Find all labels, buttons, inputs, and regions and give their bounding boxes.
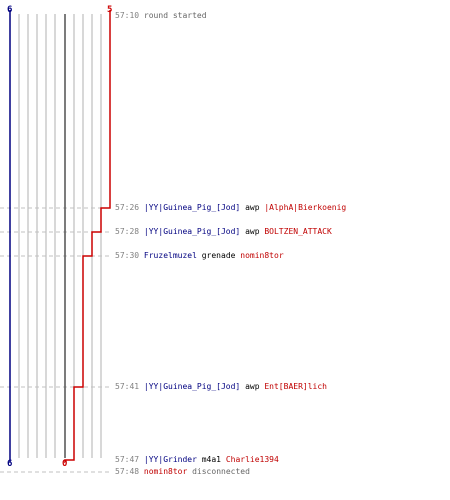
victim-name: |AlphA|Bierkoenig: [264, 203, 347, 212]
killer-name: |YY|Guinea_Pig_[Jod]: [143, 203, 241, 212]
victim-name: BOLTZEN_ATTACK: [264, 227, 332, 236]
event-time: 57:48: [115, 467, 140, 476]
red-team-line: [64, 10, 111, 462]
event-time: 57:41: [115, 382, 140, 391]
killer-name: Fruzelmuzel: [143, 251, 197, 260]
disconnect-text: disconnected: [192, 467, 250, 476]
grid-lines: [18, 14, 102, 458]
blue-count-bottom: 6: [7, 459, 13, 469]
weapon-name: grenade: [201, 251, 236, 260]
weapon-name: m4a1: [201, 455, 221, 464]
round-start-row: 57:10 round started: [115, 11, 207, 21]
event-time: 57:47: [115, 455, 140, 464]
kill-event-row: 57:41 |YY|Guinea_Pig_[Jod] awp Ent[BAER]…: [115, 382, 327, 392]
kill-event-row: 57:30 Fruzelmuzel grenade nomin8tor: [115, 251, 284, 261]
kill-event-row: 57:28 |YY|Guinea_Pig_[Jod] awp BOLTZEN_A…: [115, 227, 332, 237]
disconnected-player: nomin8tor: [143, 467, 188, 476]
round-start-text: round started: [143, 11, 207, 20]
victim-name: nomin8tor: [240, 251, 284, 260]
event-time: 57:10: [115, 11, 140, 20]
red-count-bottom: 0: [62, 459, 68, 469]
weapon-name: awp: [245, 382, 260, 391]
event-time: 57:30: [115, 251, 140, 260]
victim-name: Charlie1394: [225, 455, 279, 464]
event-time: 57:28: [115, 227, 140, 236]
red-count-top: 5: [107, 5, 113, 15]
event-time: 57:26: [115, 203, 140, 212]
blue-count-top: 6: [7, 5, 13, 15]
disconnect-row: 57:48 nomin8tor disconnected: [115, 467, 250, 477]
killer-name: |YY|Guinea_Pig_[Jod]: [143, 227, 241, 236]
killer-name: |YY|Guinea_Pig_[Jod]: [143, 382, 241, 391]
weapon-name: awp: [245, 227, 260, 236]
victim-name: Ent[BAER]lich: [264, 382, 327, 391]
kill-event-row: 57:47 |YY|Grinder m4a1 Charlie1394: [115, 455, 279, 465]
killer-name: |YY|Grinder: [143, 455, 197, 464]
kill-event-row: 57:26 |YY|Guinea_Pig_[Jod] awp |AlphA|Bi…: [115, 203, 346, 213]
weapon-name: awp: [245, 203, 260, 212]
event-guide-lines: [0, 207, 112, 473]
